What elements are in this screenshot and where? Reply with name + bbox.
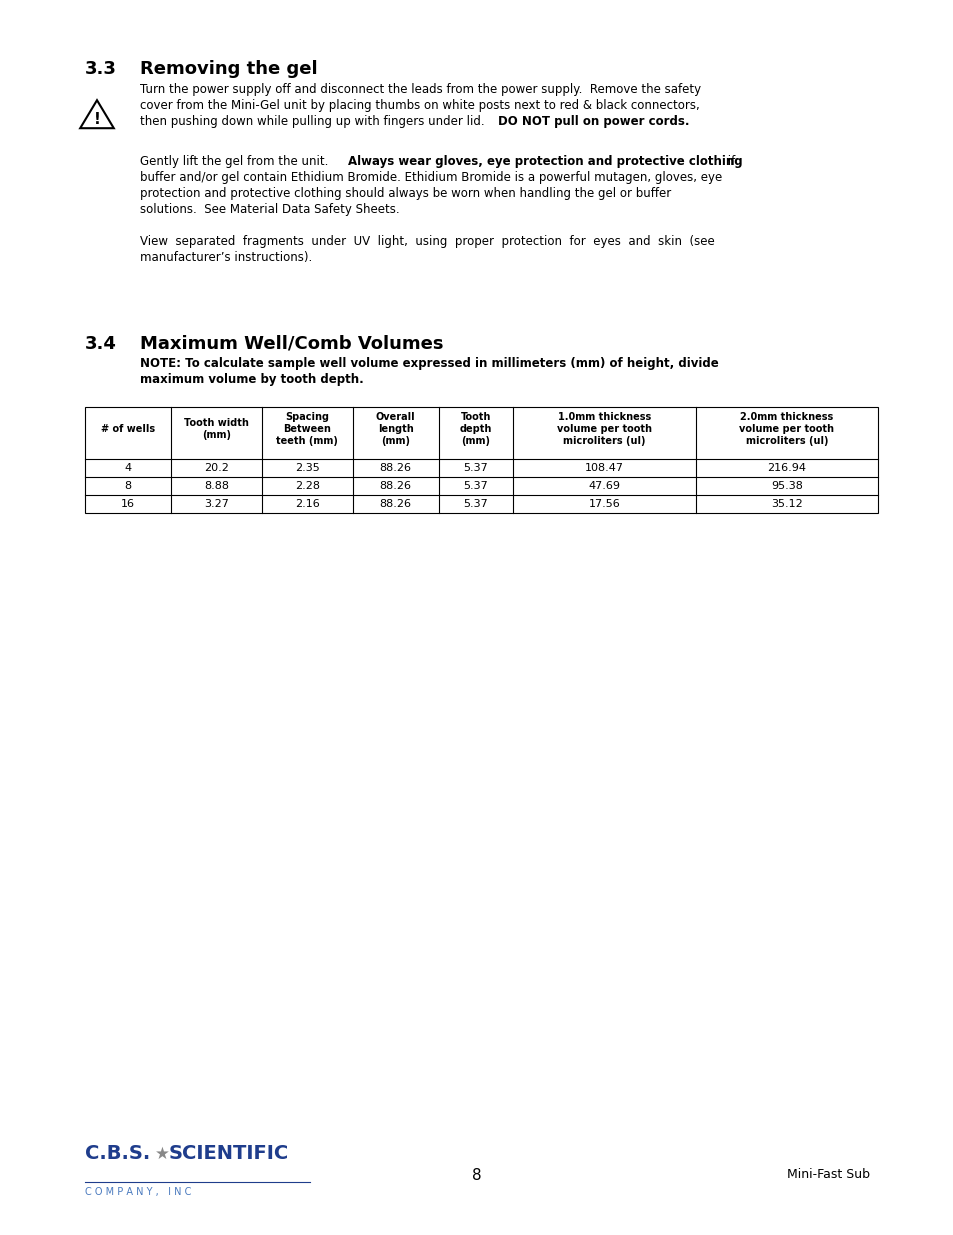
Text: Gently lift the gel from the unit.: Gently lift the gel from the unit.: [140, 156, 335, 168]
Text: 8: 8: [124, 480, 132, 492]
Text: Removing the gel: Removing the gel: [140, 61, 317, 78]
Text: 95.38: 95.38: [770, 480, 801, 492]
Text: then pushing down while pulling up with fingers under lid.: then pushing down while pulling up with …: [140, 115, 492, 128]
Text: ★: ★: [154, 1145, 170, 1163]
Text: 2.28: 2.28: [294, 480, 319, 492]
Text: Overall
length
(mm): Overall length (mm): [375, 412, 415, 446]
Text: 17.56: 17.56: [588, 499, 619, 509]
Text: if: if: [723, 156, 735, 168]
Text: 4: 4: [124, 463, 132, 473]
Text: manufacturer’s instructions).: manufacturer’s instructions).: [140, 251, 312, 264]
Text: 1.0mm thickness
volume per tooth
microliters (ul): 1.0mm thickness volume per tooth microli…: [557, 412, 651, 446]
Text: DO NOT pull on power cords.: DO NOT pull on power cords.: [497, 115, 689, 128]
Text: 2.35: 2.35: [294, 463, 319, 473]
Text: Mini-Fast Sub: Mini-Fast Sub: [786, 1168, 869, 1182]
Text: buffer and/or gel contain Ethidium Bromide. Ethidium Bromide is a powerful mutag: buffer and/or gel contain Ethidium Bromi…: [140, 170, 721, 184]
Text: Always wear gloves, eye protection and protective clothing: Always wear gloves, eye protection and p…: [348, 156, 741, 168]
Text: Tooth width
(mm): Tooth width (mm): [184, 419, 249, 440]
Text: Tooth
depth
(mm): Tooth depth (mm): [459, 412, 492, 446]
Text: # of wells: # of wells: [101, 424, 155, 433]
Text: cover from the Mini-Gel unit by placing thumbs on white posts next to red & blac: cover from the Mini-Gel unit by placing …: [140, 99, 699, 112]
Text: C.B.S.: C.B.S.: [85, 1144, 150, 1163]
Text: 2.16: 2.16: [294, 499, 319, 509]
Text: 3.3: 3.3: [85, 61, 117, 78]
Bar: [85, 408, 877, 513]
Text: 3.4: 3.4: [85, 335, 117, 353]
Text: 3.27: 3.27: [204, 499, 229, 509]
Text: 108.47: 108.47: [584, 463, 623, 473]
Text: C O M P A N Y ,   I N C: C O M P A N Y , I N C: [85, 1187, 192, 1197]
Text: 16: 16: [121, 499, 134, 509]
Text: 2.0mm thickness
volume per tooth
microliters (ul): 2.0mm thickness volume per tooth microli…: [739, 412, 834, 446]
Text: 8.88: 8.88: [204, 480, 229, 492]
Text: 5.37: 5.37: [463, 463, 488, 473]
Text: 20.2: 20.2: [204, 463, 229, 473]
Text: 88.26: 88.26: [379, 499, 411, 509]
Text: Maximum Well/Comb Volumes: Maximum Well/Comb Volumes: [140, 335, 443, 353]
Text: 88.26: 88.26: [379, 480, 411, 492]
Text: maximum volume by tooth depth.: maximum volume by tooth depth.: [140, 373, 363, 387]
Text: 5.37: 5.37: [463, 480, 488, 492]
Text: 88.26: 88.26: [379, 463, 411, 473]
Text: 5.37: 5.37: [463, 499, 488, 509]
Text: View  separated  fragments  under  UV  light,  using  proper  protection  for  e: View separated fragments under UV light,…: [140, 235, 714, 248]
Text: protection and protective clothing should always be worn when handling the gel o: protection and protective clothing shoul…: [140, 186, 671, 200]
Text: NOTE: To calculate sample well volume expressed in millimeters (mm) of height, d: NOTE: To calculate sample well volume ex…: [140, 357, 718, 370]
Text: 47.69: 47.69: [588, 480, 619, 492]
Text: 35.12: 35.12: [770, 499, 801, 509]
Text: solutions.  See Material Data Safety Sheets.: solutions. See Material Data Safety Shee…: [140, 203, 399, 216]
Text: Spacing
Between
teeth (mm): Spacing Between teeth (mm): [276, 412, 337, 446]
Text: SCIENTIFIC: SCIENTIFIC: [169, 1144, 289, 1163]
Text: Turn the power supply off and disconnect the leads from the power supply.  Remov: Turn the power supply off and disconnect…: [140, 83, 700, 96]
Text: 8: 8: [472, 1167, 481, 1182]
Text: 216.94: 216.94: [766, 463, 805, 473]
Text: !: !: [93, 111, 100, 126]
